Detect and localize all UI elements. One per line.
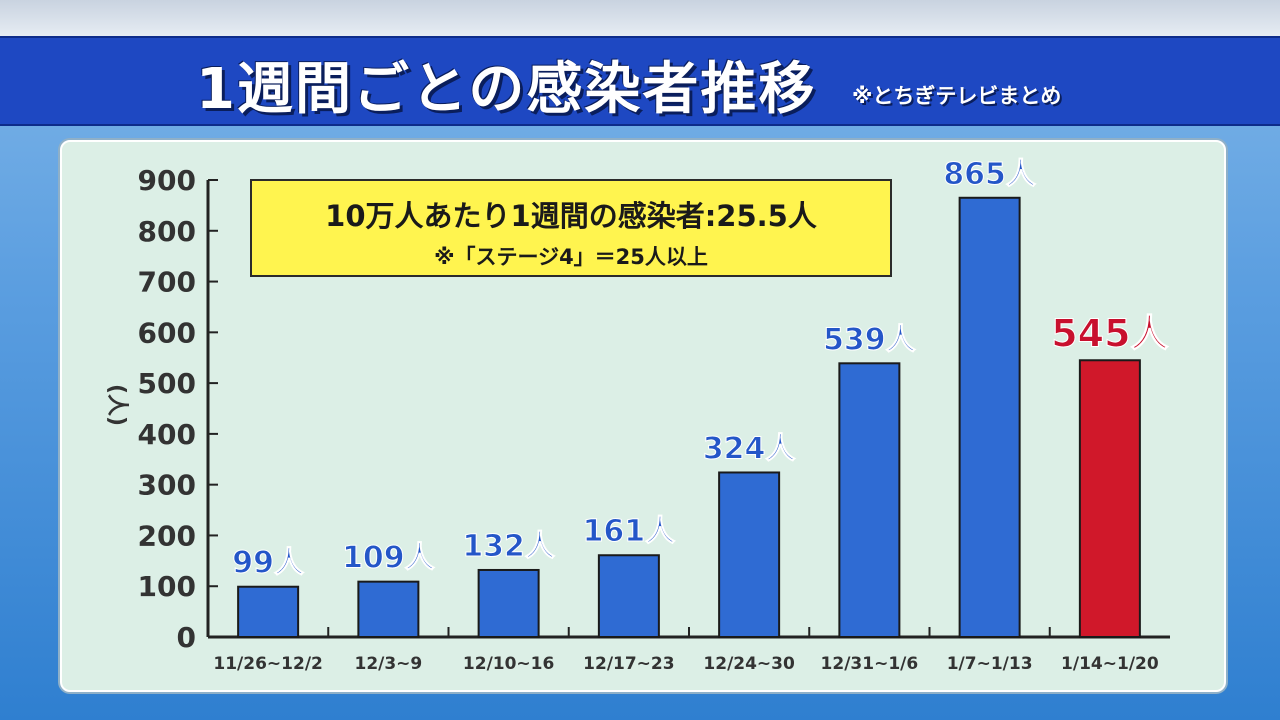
- info-box-sub-text: ※「ステージ4」＝25人以上: [434, 245, 708, 269]
- bar-value-label: 99人: [232, 546, 304, 581]
- y-tick-label: 400: [138, 418, 196, 451]
- y-tick-label: 900: [138, 164, 196, 197]
- x-category-label: 12/10~16: [463, 654, 554, 674]
- bar-value-label: 109人: [342, 541, 435, 576]
- bar: [477, 568, 540, 638]
- bar: [357, 580, 420, 638]
- bar: [718, 471, 781, 639]
- bar: [1078, 359, 1141, 638]
- bar-value-label: 545人: [1051, 311, 1168, 355]
- info-box-main-text: 10万人あたり1週間の感染者:25.5人: [325, 199, 817, 233]
- x-category-label: 12/3~9: [354, 654, 422, 674]
- y-tick-label: 800: [138, 215, 196, 248]
- x-category-label: 1/14~1/20: [1061, 654, 1159, 674]
- y-tick-label: 700: [138, 266, 196, 299]
- y-tick-label: 600: [138, 316, 196, 349]
- y-axis-label: (人): [104, 384, 129, 426]
- bar-value-label: 161人: [583, 514, 676, 549]
- bar: [237, 585, 300, 638]
- title-band: [0, 36, 1280, 126]
- bar: [597, 554, 660, 639]
- bar-value-label: 539人: [823, 322, 916, 357]
- bar: [838, 362, 901, 638]
- x-category-label: 12/17~23: [583, 654, 674, 674]
- x-category-label: 1/7~1/13: [947, 654, 1033, 674]
- y-tick-label: 300: [138, 469, 196, 502]
- y-tick-label: 200: [138, 519, 196, 552]
- x-category-label: 11/26~12/2: [213, 654, 322, 674]
- y-tick-label: 100: [138, 570, 196, 603]
- x-category-label: 12/31~1/6: [821, 654, 919, 674]
- bar-value-label: 324人: [703, 431, 796, 466]
- y-tick-label: 500: [138, 367, 196, 400]
- bar-value-label: 132人: [462, 529, 555, 564]
- bar-value-label: 865人: [943, 157, 1036, 192]
- info-box: 10万人あたり1週間の感染者:25.5人 ※「ステージ4」＝25人以上: [250, 179, 892, 277]
- top-strip: [0, 0, 1280, 36]
- y-tick-label: 0: [177, 621, 196, 654]
- page-title: 1週間ごとの感染者推移: [196, 57, 817, 122]
- source-note: ※とちぎテレビまとめ: [852, 84, 1062, 108]
- x-category-label: 12/24~30: [703, 654, 795, 674]
- bar: [958, 196, 1021, 638]
